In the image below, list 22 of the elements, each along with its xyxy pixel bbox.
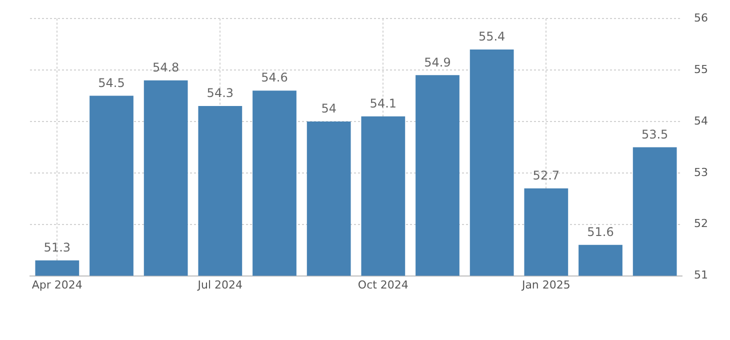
data-label: 54.6 xyxy=(261,70,288,85)
data-label: 55.4 xyxy=(478,30,506,44)
x-tick-label: Jul 2024 xyxy=(196,278,243,292)
y-tick-label: 51 xyxy=(694,268,708,282)
data-label: 54.5 xyxy=(98,76,125,90)
x-tick-label: Oct 2024 xyxy=(358,278,408,292)
y-tick-label: 56 xyxy=(694,11,708,24)
y-tick-label: 52 xyxy=(694,217,708,230)
y-tick-label: 55 xyxy=(694,62,708,76)
data-label: 53.5 xyxy=(641,127,668,142)
data-label: 52.7 xyxy=(532,168,560,182)
data-label: 54.3 xyxy=(206,86,234,100)
data-label: 51.3 xyxy=(44,240,71,254)
data-label: 54.8 xyxy=(152,60,180,74)
y-tick-label: 53 xyxy=(694,166,708,179)
y-tick-label: 54 xyxy=(694,114,708,128)
x-tick-label: Jan 2025 xyxy=(520,278,570,292)
data-label: 54.9 xyxy=(424,55,451,70)
x-tick-label: Apr 2024 xyxy=(32,278,82,292)
data-label: 54 xyxy=(321,102,336,116)
data-label: 51.6 xyxy=(587,225,614,240)
data-label: 54.1 xyxy=(370,96,397,110)
